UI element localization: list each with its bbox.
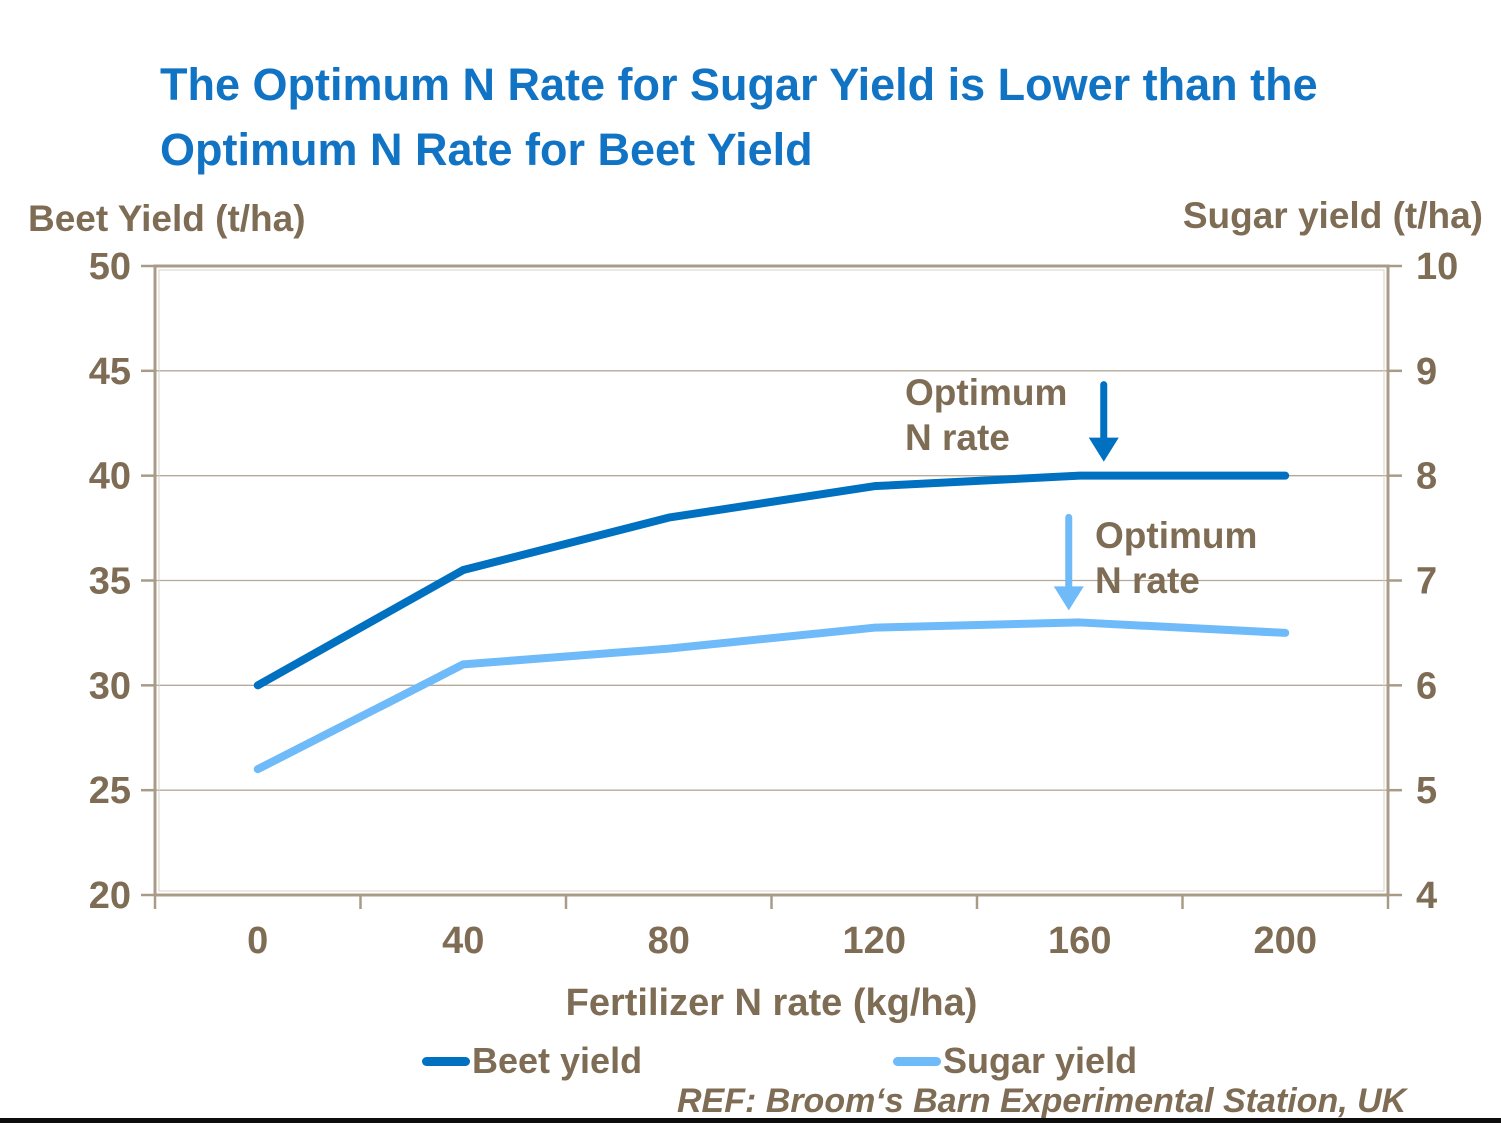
left-tick-label: 25	[89, 770, 131, 812]
left-tick-label: 50	[89, 246, 131, 288]
legend-item-sugar: Sugar yield	[893, 1040, 1137, 1082]
x-tick-label: 0	[247, 920, 268, 962]
x-tick-label: 40	[442, 920, 484, 962]
legend-item-beet: Beet yield	[422, 1040, 642, 1082]
right-tick-label: 5	[1416, 770, 1437, 812]
bottom-rule	[0, 1118, 1501, 1123]
plot-frame-inner	[158, 269, 1385, 892]
series-line-beet-yield	[253, 471, 1290, 690]
chart-title: The Optimum N Rate for Sugar Yield is Lo…	[160, 59, 1318, 176]
annotation-beet-optimum: Optimum N rate	[905, 372, 1068, 459]
right-tick-label: 7	[1416, 561, 1437, 603]
x-tick-label: 160	[1048, 920, 1111, 962]
x-tick-label: 200	[1254, 920, 1317, 962]
reference-text: REF: Broom‘s Barn Experimental Station, …	[677, 1082, 1407, 1120]
left-tick-label: 20	[89, 875, 131, 917]
series-line-sugar-yield	[253, 618, 1290, 774]
optimum-arrowhead	[1088, 437, 1119, 462]
left-tick-label: 45	[89, 351, 131, 393]
x-axis-title: Fertilizer N rate (kg/ha)	[565, 982, 978, 1024]
left-tick-label: 30	[89, 665, 131, 707]
right-tick-label: 8	[1416, 456, 1437, 498]
right-axis-title: Sugar yield (t/ha)	[1182, 195, 1483, 236]
right-tick-label: 10	[1416, 246, 1458, 288]
legend: Beet yield Sugar yield	[0, 1040, 1501, 1082]
sugar-line-swatch	[893, 1056, 941, 1066]
annotation-sugar-optimum: Optimum N rate	[1095, 515, 1258, 602]
left-tick-label: 40	[89, 456, 131, 498]
beet-line-swatch	[422, 1056, 470, 1066]
optimum-arrowhead	[1053, 586, 1084, 611]
right-tick-label: 9	[1416, 351, 1437, 393]
right-tick-label: 4	[1416, 875, 1437, 917]
x-tick-label: 80	[648, 920, 690, 962]
legend-label-beet: Beet yield	[472, 1040, 643, 1081]
right-tick-label: 6	[1416, 665, 1437, 707]
legend-label-sugar: Sugar yield	[943, 1040, 1138, 1081]
left-tick-label: 35	[89, 561, 131, 603]
left-axis-title: Beet Yield (t/ha)	[28, 198, 306, 239]
x-tick-label: 120	[843, 920, 906, 962]
